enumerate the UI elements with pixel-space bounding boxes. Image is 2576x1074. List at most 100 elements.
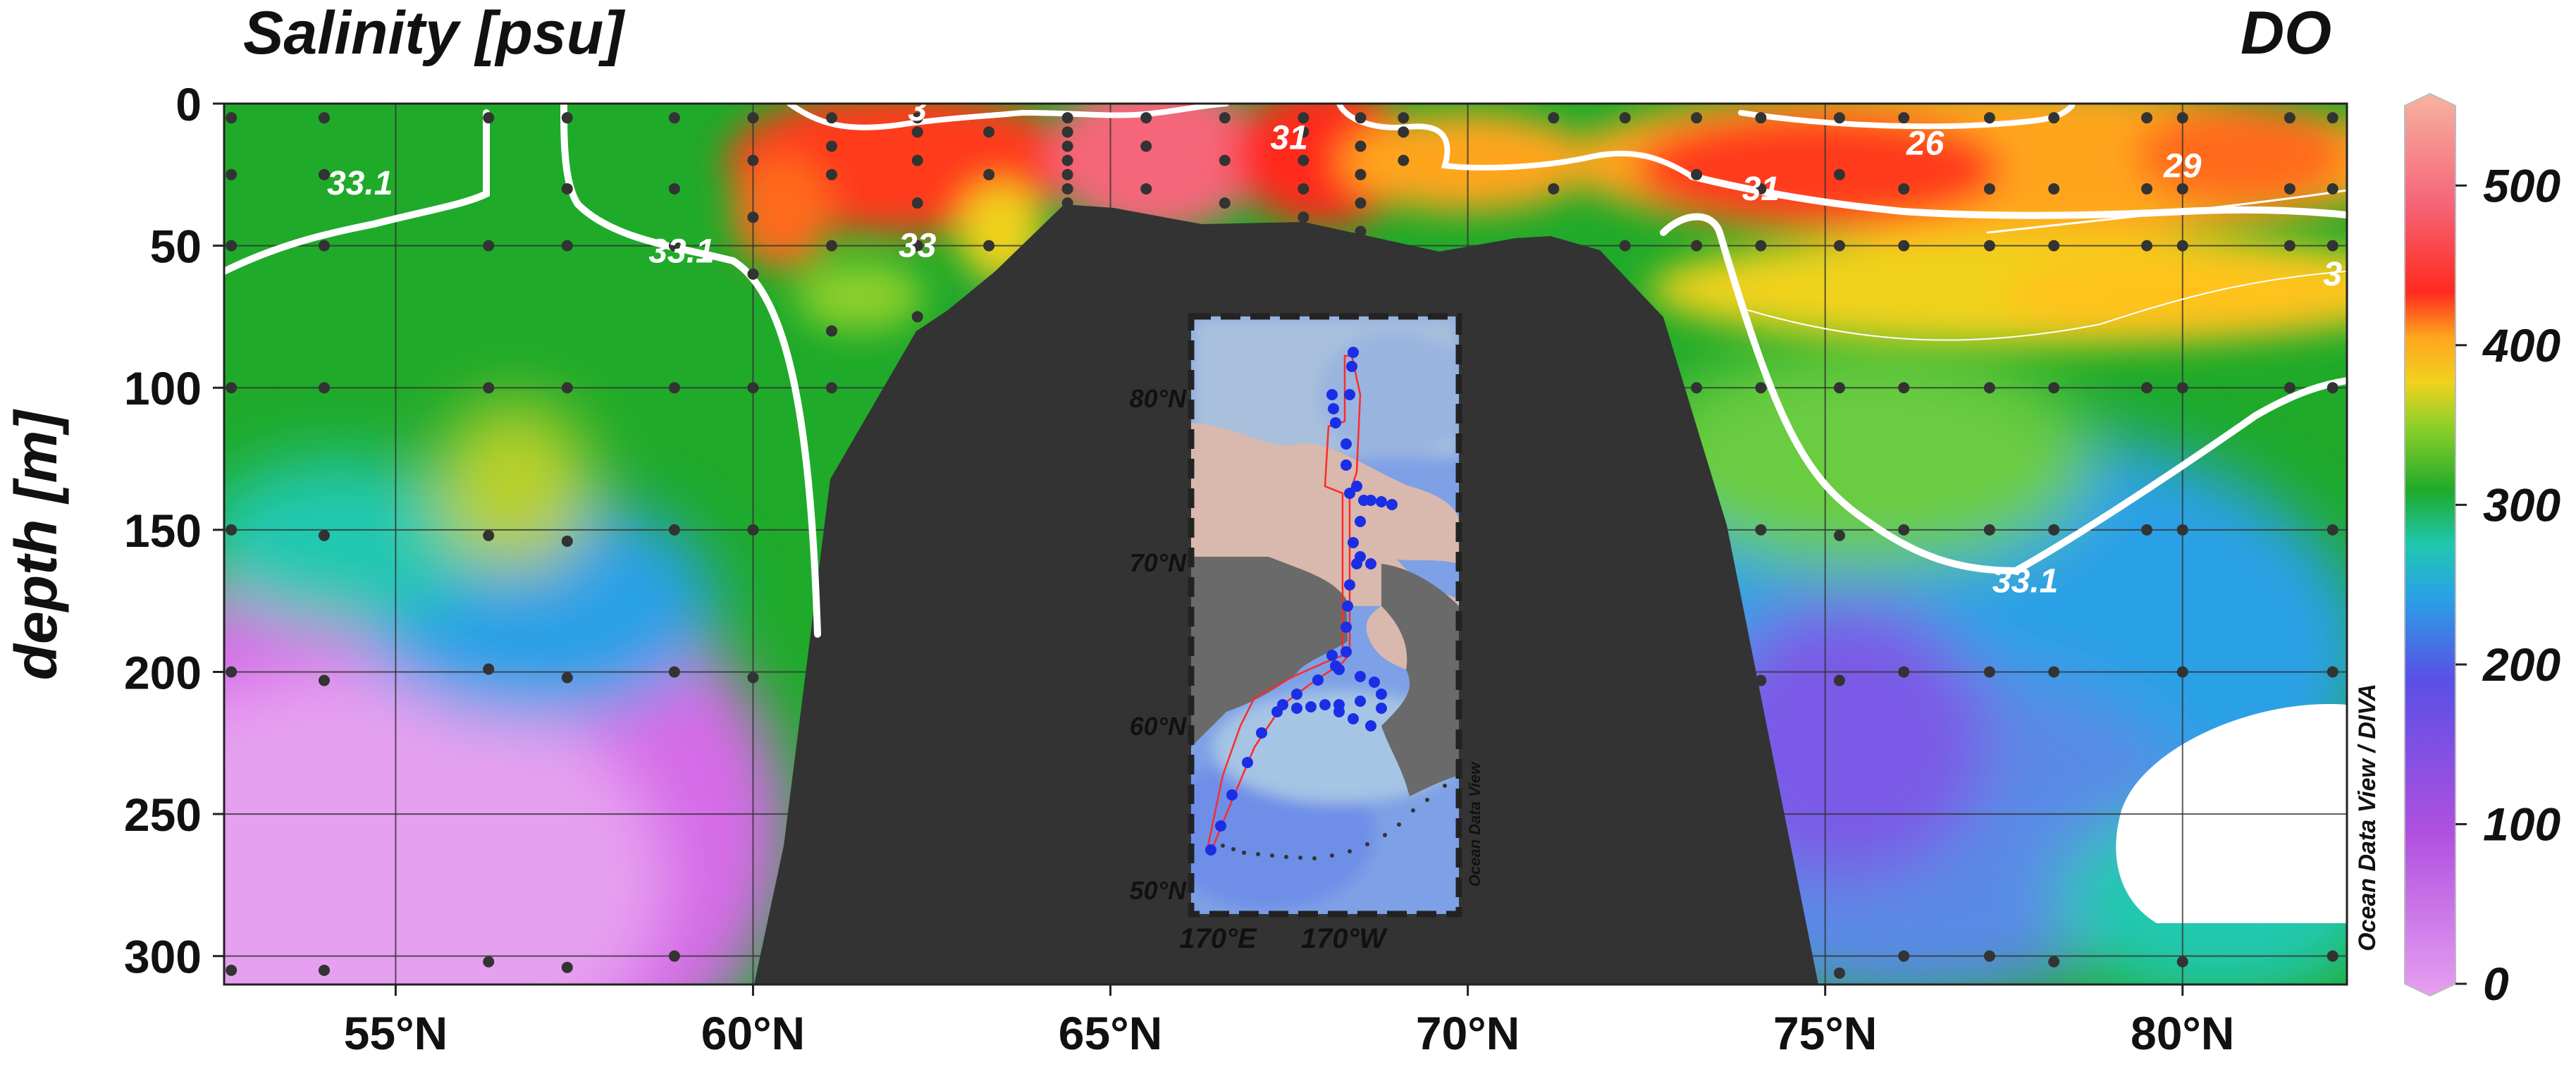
map-lon-label: 170°E [1179, 923, 1257, 954]
station-dot [483, 663, 495, 675]
station-dot [2176, 956, 2188, 968]
map-station-dot [1344, 389, 1355, 400]
salinity-contours [224, 104, 2347, 638]
station-dot [226, 112, 238, 124]
station-dot [2141, 524, 2153, 536]
station-dot [1833, 529, 1845, 541]
station-dot [561, 183, 573, 195]
map-station-dot [1215, 820, 1226, 832]
station-dot [2327, 382, 2338, 394]
station-dot [1755, 674, 1767, 686]
x-tick-label: 70°N [1416, 1007, 1520, 1059]
colorbar-tick-label: 0 [2483, 958, 2509, 1010]
map-station-dot [1365, 558, 1376, 569]
map-station-dot [1348, 347, 1359, 358]
map-station-dot [1326, 389, 1338, 400]
station-dot [2327, 950, 2338, 962]
station-dot [1983, 524, 1995, 536]
station-dot [1983, 240, 1995, 252]
map-station-dot [1344, 488, 1355, 499]
station-dot [1619, 240, 1631, 252]
station-dot [318, 674, 330, 686]
station-dot [1755, 112, 1767, 124]
contour-label: 31 [1742, 171, 1780, 208]
station-dot [1983, 183, 1995, 195]
colorbar-tick-label: 100 [2483, 798, 2560, 850]
y-tick-label: 250 [124, 789, 202, 841]
station-dot [2176, 666, 2188, 678]
station-dot [1833, 967, 1845, 979]
map-station-dot [1355, 671, 1366, 682]
station-dot [483, 956, 495, 968]
station-dot [1140, 183, 1152, 195]
station-dot [1833, 382, 1845, 394]
station-dot [1298, 183, 1309, 195]
station-dot [1898, 666, 1910, 678]
map-station-dot [1205, 844, 1216, 856]
station-dot [2048, 666, 2060, 678]
station-dot [2284, 183, 2295, 195]
map-station-dot [1369, 677, 1380, 688]
station-dot [2141, 183, 2153, 195]
colorbar-label: Ocean Data View / DIVA [2354, 684, 2381, 951]
station-dot [668, 112, 680, 124]
map-station-dot [1376, 689, 1387, 700]
station-dot [911, 240, 923, 252]
station-dot [2284, 240, 2295, 252]
station-dot [826, 524, 838, 536]
station-dot [1061, 197, 1073, 209]
map-station-dot [1386, 499, 1398, 510]
heatmap-field [224, 104, 2347, 984]
station-dot [911, 382, 923, 394]
map-lat-label: 50°N [1130, 876, 1187, 905]
contour-31-right [1688, 173, 2347, 219]
station-dot [1833, 674, 1845, 686]
station-dot [1061, 226, 1073, 237]
station-dot [1898, 112, 1910, 124]
station-dot [1140, 140, 1152, 152]
station-dot [1061, 183, 1073, 195]
station-dot [226, 382, 238, 394]
station-dot [1355, 168, 1367, 180]
station-dot [1548, 240, 1560, 252]
station-dot [1061, 254, 1073, 266]
contour-label: 33.1 [1992, 562, 2058, 600]
map-watermark: Ocean Data View [1466, 761, 1484, 887]
station-dot [1691, 240, 1703, 252]
station-dot [911, 311, 923, 323]
x-tick-label: 75°N [1773, 1007, 1877, 1059]
station-dot [226, 168, 238, 180]
station-dot [747, 672, 759, 684]
map-station-dot [1341, 646, 1352, 658]
station-dot [226, 240, 238, 252]
station-dot [983, 126, 995, 138]
station-dot [2048, 112, 2060, 124]
station-dot [1619, 666, 1631, 678]
station-dot [826, 140, 838, 152]
station-dot [1755, 183, 1767, 195]
station-dot [747, 268, 759, 280]
y-tick-label: 0 [175, 78, 202, 130]
plot-frame [223, 102, 2348, 986]
station-dot [911, 126, 923, 138]
station-dots [226, 112, 2338, 979]
station-dot [747, 112, 759, 124]
map-station-dot [1351, 481, 1362, 492]
station-dot [668, 382, 680, 394]
station-dot [1061, 240, 1073, 252]
y-tick-label: 200 [124, 646, 202, 698]
station-dot [1898, 240, 1910, 252]
map-station-dot [1328, 403, 1339, 414]
station-dot [1548, 183, 1560, 195]
map-station-dot [1348, 537, 1359, 548]
station-dot [1619, 382, 1631, 394]
station-dot [2284, 112, 2295, 124]
station-dot [2141, 382, 2153, 394]
station-dot [318, 240, 330, 252]
station-dot [1619, 524, 1631, 536]
contour-33.1-middle [560, 104, 821, 638]
map-station-dot [1291, 689, 1302, 700]
station-dot [1983, 112, 1995, 124]
station-dot [1298, 126, 1309, 138]
